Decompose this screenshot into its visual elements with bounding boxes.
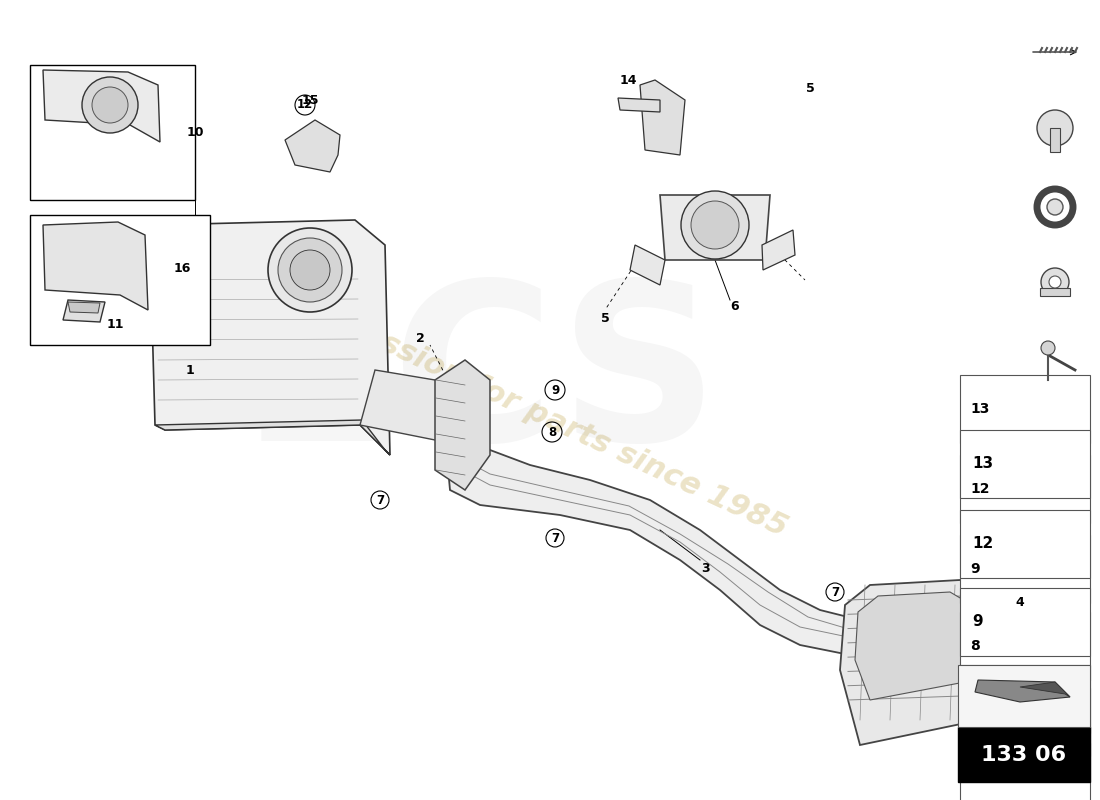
Bar xyxy=(960,510,1090,578)
Text: 9: 9 xyxy=(551,383,559,397)
Text: 11: 11 xyxy=(107,318,123,331)
Text: 4: 4 xyxy=(1015,595,1024,609)
Text: 3: 3 xyxy=(701,562,710,574)
Text: 12: 12 xyxy=(297,98,313,111)
Text: 1: 1 xyxy=(186,363,195,377)
Circle shape xyxy=(290,250,330,290)
Circle shape xyxy=(1047,199,1063,215)
Circle shape xyxy=(1049,276,1061,288)
Text: 13: 13 xyxy=(42,323,58,337)
Polygon shape xyxy=(660,195,770,260)
Polygon shape xyxy=(762,230,795,270)
Bar xyxy=(960,535,1090,603)
Polygon shape xyxy=(43,222,148,310)
Text: 13: 13 xyxy=(970,402,989,416)
Bar xyxy=(1040,288,1070,296)
Circle shape xyxy=(268,228,352,312)
Bar xyxy=(960,612,1090,680)
Text: ECS: ECS xyxy=(241,273,719,487)
Circle shape xyxy=(1037,110,1072,146)
Bar xyxy=(960,455,1090,523)
Bar xyxy=(960,430,1090,498)
Polygon shape xyxy=(150,220,390,455)
Polygon shape xyxy=(446,385,860,655)
Circle shape xyxy=(681,191,749,259)
Text: 9: 9 xyxy=(970,562,980,576)
Bar xyxy=(960,665,1090,733)
Polygon shape xyxy=(155,420,390,455)
Text: 10: 10 xyxy=(186,126,204,138)
Text: 7: 7 xyxy=(972,770,982,785)
Text: 5: 5 xyxy=(601,311,609,325)
Polygon shape xyxy=(285,120,340,172)
Text: 5: 5 xyxy=(805,82,814,94)
Text: 15: 15 xyxy=(301,94,319,106)
Circle shape xyxy=(278,238,342,302)
Text: 14: 14 xyxy=(619,74,637,86)
Polygon shape xyxy=(63,300,104,322)
Polygon shape xyxy=(975,680,1070,702)
Text: 7: 7 xyxy=(376,494,384,506)
Text: 8: 8 xyxy=(548,426,557,438)
Circle shape xyxy=(691,201,739,249)
Text: 2: 2 xyxy=(416,331,425,345)
Polygon shape xyxy=(1020,682,1070,697)
Text: 13: 13 xyxy=(42,327,58,341)
Bar xyxy=(960,375,1090,443)
Text: 7: 7 xyxy=(970,715,980,729)
Text: 9: 9 xyxy=(972,614,982,630)
Text: 6: 6 xyxy=(730,301,739,314)
Text: a passion for parts since 1985: a passion for parts since 1985 xyxy=(308,297,792,543)
Text: 7: 7 xyxy=(551,531,559,545)
Text: 12: 12 xyxy=(970,482,990,496)
Circle shape xyxy=(92,87,128,123)
Bar xyxy=(960,743,1090,800)
Text: 133 06: 133 06 xyxy=(981,745,1067,765)
Circle shape xyxy=(82,77,138,133)
Polygon shape xyxy=(360,370,465,445)
Polygon shape xyxy=(640,80,685,155)
Text: 8: 8 xyxy=(970,639,980,653)
Bar xyxy=(1050,128,1060,152)
Text: 7: 7 xyxy=(80,222,88,234)
Bar xyxy=(958,727,1090,782)
Bar xyxy=(30,65,195,200)
Circle shape xyxy=(1041,268,1069,296)
Text: 8: 8 xyxy=(972,691,982,706)
Bar xyxy=(958,665,1090,727)
Polygon shape xyxy=(43,70,159,142)
Bar xyxy=(960,588,1090,656)
Polygon shape xyxy=(840,580,1000,745)
Text: 16: 16 xyxy=(174,262,190,274)
Text: 12: 12 xyxy=(972,537,993,551)
Polygon shape xyxy=(68,302,100,313)
Polygon shape xyxy=(630,245,666,285)
Circle shape xyxy=(1041,341,1055,355)
Text: 13: 13 xyxy=(972,457,993,471)
Polygon shape xyxy=(855,592,980,700)
Polygon shape xyxy=(618,98,660,112)
Bar xyxy=(960,688,1090,756)
Text: 7: 7 xyxy=(830,586,839,598)
Bar xyxy=(30,215,210,345)
Polygon shape xyxy=(434,360,490,490)
